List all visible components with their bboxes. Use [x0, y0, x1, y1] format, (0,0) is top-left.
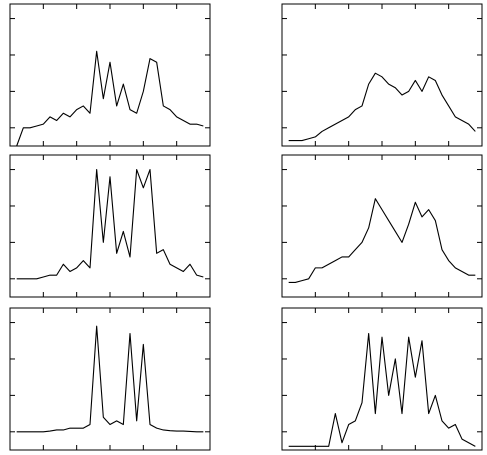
line	[288, 198, 476, 283]
line	[288, 332, 476, 447]
line	[16, 169, 204, 280]
panel-frame	[9, 307, 211, 451]
line	[16, 325, 204, 433]
panel-frame	[281, 307, 483, 451]
panel-frame	[9, 154, 211, 298]
line	[16, 50, 204, 147]
panel-frame	[281, 154, 483, 298]
line	[288, 72, 476, 142]
panel-frame	[281, 3, 483, 147]
